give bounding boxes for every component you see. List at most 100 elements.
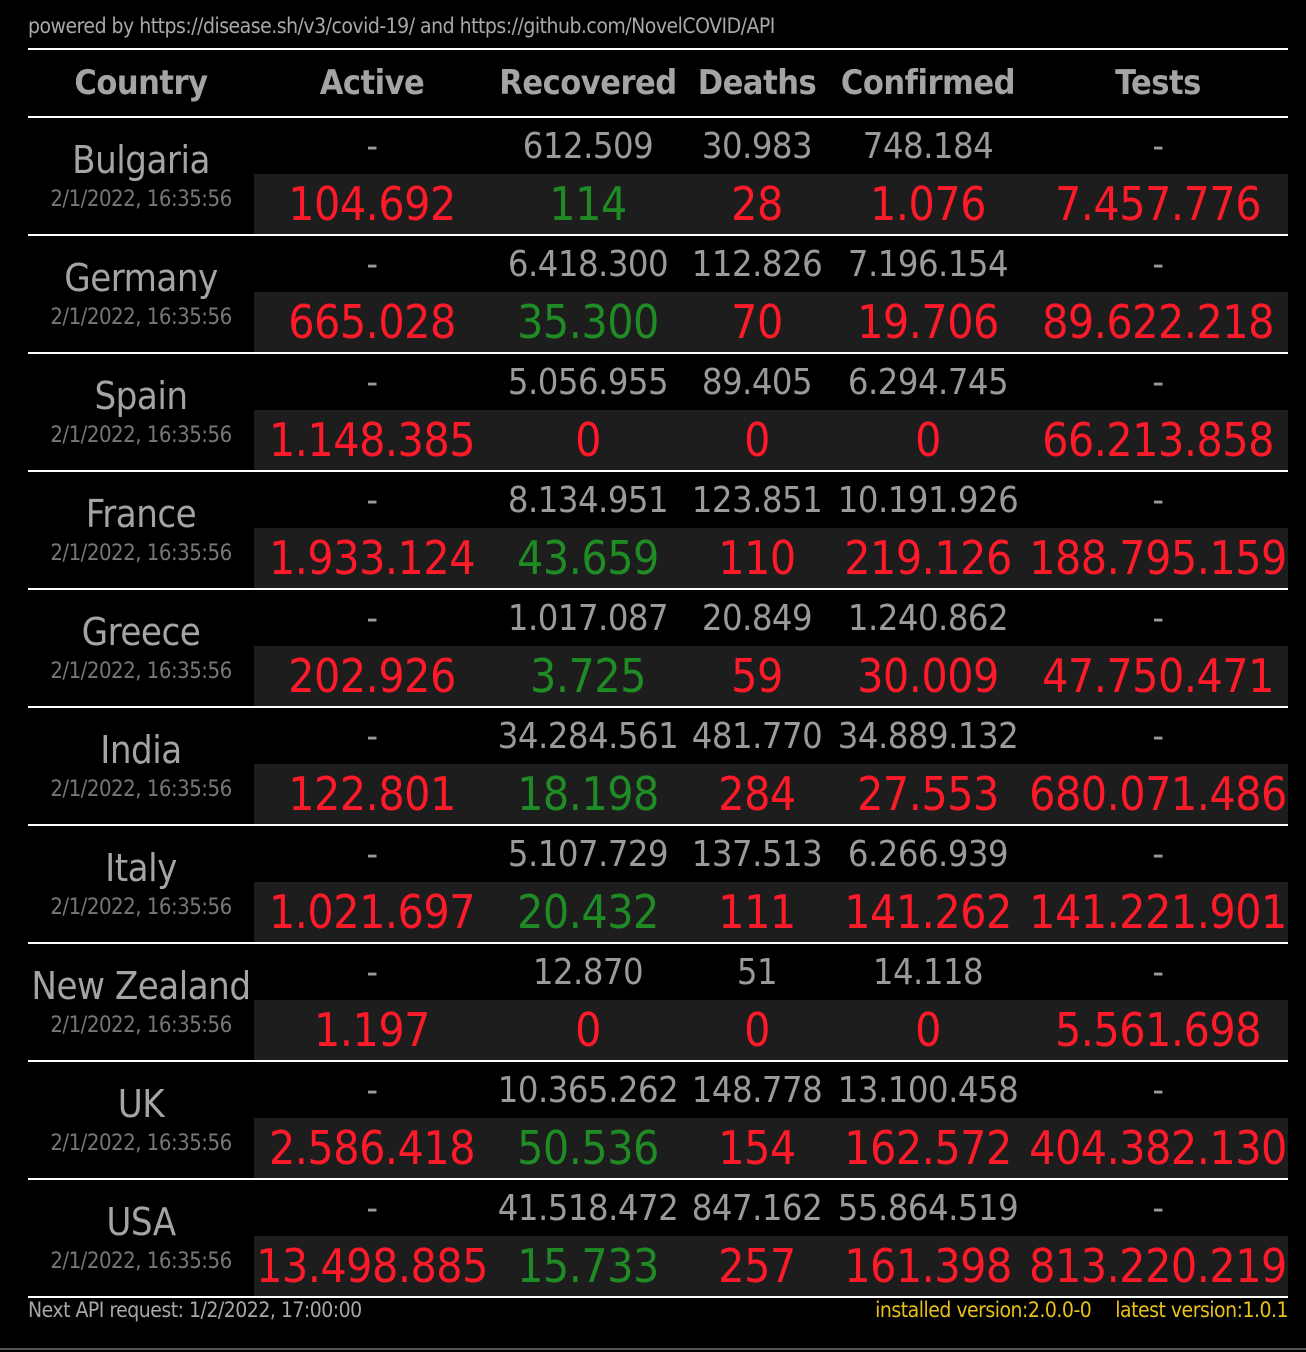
today-confirmed: 219.126: [828, 528, 1028, 589]
total-deaths: 20.849: [701, 597, 813, 639]
total-active: -: [366, 951, 378, 993]
total-tests: -: [1152, 597, 1164, 639]
country-name: India: [100, 728, 182, 772]
total-deaths: 481.770: [691, 715, 823, 757]
country-row-uk-totals: UK 2/1/2022, 16:35:56 - 10.365.262 148.778 13…: [28, 1061, 1288, 1179]
total-confirmed: 13.100.458: [837, 1069, 1019, 1111]
total-recovered: 34.284.561: [497, 715, 679, 757]
today-tests: 47.750.471: [1028, 646, 1288, 707]
installed-version: installed version:2.0.0-0: [875, 1298, 1092, 1322]
last-updated-time: 2/1/2022, 16:35:56: [50, 895, 232, 920]
total-active: -: [366, 715, 378, 757]
last-updated-time: 2/1/2022, 16:35:56: [50, 1131, 232, 1156]
last-updated-time: 2/1/2022, 16:35:56: [50, 423, 232, 448]
today-confirmed: 0: [828, 1000, 1028, 1061]
country-cell: Greece 2/1/2022, 16:35:56: [28, 589, 254, 707]
today-deaths: 59: [686, 646, 828, 707]
total-deaths: 112.826: [691, 243, 823, 285]
total-recovered: 10.365.262: [497, 1069, 679, 1111]
total-confirmed: 10.191.926: [837, 479, 1019, 521]
today-confirmed: 19.706: [828, 292, 1028, 353]
total-deaths: 148.778: [691, 1069, 823, 1111]
last-updated-time: 2/1/2022, 16:35:56: [50, 659, 232, 684]
total-deaths: 123.851: [691, 479, 823, 521]
total-recovered: 5.107.729: [507, 833, 669, 875]
country-cell: New Zealand 2/1/2022, 16:35:56: [28, 943, 254, 1061]
today-active: 665.028: [254, 292, 490, 353]
today-active: 1.197: [254, 1000, 490, 1061]
today-deaths: 257: [686, 1236, 828, 1297]
today-deaths: 284: [686, 764, 828, 825]
today-active: 122.801: [254, 764, 490, 825]
country-row-italy-today: 1.021.697 20.432 111 141.262 141.221.901: [28, 882, 1288, 943]
total-confirmed: 1.240.862: [847, 597, 1009, 639]
today-recovered: 18.198: [490, 764, 686, 825]
today-tests: 188.795.159: [1028, 528, 1288, 589]
country-name: Germany: [64, 256, 218, 300]
today-tests: 89.622.218: [1028, 292, 1288, 353]
country-row-germany-totals: Germany 2/1/2022, 16:35:56 - 6.418.300 112.8…: [28, 235, 1288, 353]
country-row-new-zealand-today: 1.197 0 0 0 5.561.698: [28, 1000, 1288, 1061]
country-cell: USA 2/1/2022, 16:35:56: [28, 1179, 254, 1297]
country-name: Italy: [105, 846, 177, 890]
total-recovered: 8.134.951: [507, 479, 669, 521]
total-deaths: 51: [736, 951, 778, 993]
country-row-spain-today: 1.148.385 0 0 0 66.213.858: [28, 410, 1288, 471]
total-recovered: 1.017.087: [507, 597, 669, 639]
today-tests: 66.213.858: [1028, 410, 1288, 471]
total-tests: -: [1152, 833, 1164, 875]
today-confirmed: 161.398: [828, 1236, 1028, 1297]
total-recovered: 41.518.472: [497, 1187, 679, 1229]
total-recovered: 5.056.955: [507, 361, 669, 403]
total-recovered: 12.870: [532, 951, 644, 993]
column-header-deaths: Deaths: [686, 48, 828, 118]
last-updated-time: 2/1/2022, 16:35:56: [50, 541, 232, 566]
country-row-italy-totals: Italy 2/1/2022, 16:35:56 - 5.107.729 137.513…: [28, 825, 1288, 943]
country-name: Greece: [81, 610, 201, 654]
last-updated-time: 2/1/2022, 16:35:56: [50, 187, 232, 212]
today-deaths: 28: [686, 174, 828, 235]
total-deaths: 847.162: [691, 1187, 823, 1229]
total-tests: -: [1152, 361, 1164, 403]
footer: Next API request: 1/2/2022, 17:00:00 ins…: [28, 1298, 1288, 1328]
total-active: -: [366, 479, 378, 521]
country-name: Bulgaria: [72, 138, 210, 182]
today-active: 104.692: [254, 174, 490, 235]
country-row-greece-totals: Greece 2/1/2022, 16:35:56 - 1.017.087 20.849…: [28, 589, 1288, 707]
today-recovered: 3.725: [490, 646, 686, 707]
total-recovered: 612.509: [522, 125, 654, 167]
total-confirmed: 34.889.132: [837, 715, 1019, 757]
total-active: -: [366, 1069, 378, 1111]
version-info: installed version:2.0.0-0 latest version:…: [875, 1298, 1288, 1322]
total-active: -: [366, 361, 378, 403]
today-deaths: 110: [686, 528, 828, 589]
today-recovered: 0: [490, 1000, 686, 1061]
today-confirmed: 27.553: [828, 764, 1028, 825]
country-name: New Zealand: [31, 964, 251, 1008]
country-row-usa-totals: USA 2/1/2022, 16:35:56 - 41.518.472 847.162 5…: [28, 1179, 1288, 1297]
today-tests: 813.220.219: [1028, 1236, 1288, 1297]
total-active: -: [366, 833, 378, 875]
total-tests: -: [1152, 715, 1164, 757]
today-active: 1.148.385: [254, 410, 490, 471]
total-tests: -: [1152, 951, 1164, 993]
table-body: Bulgaria 2/1/2022, 16:35:56 - 612.509 30.983…: [28, 117, 1288, 1297]
latest-version: latest version:1.0.1: [1115, 1298, 1288, 1322]
column-header-country: Country: [28, 48, 254, 118]
country-row-bulgaria-totals: Bulgaria 2/1/2022, 16:35:56 - 612.509 30.983…: [28, 117, 1288, 235]
total-confirmed: 55.864.519: [837, 1187, 1019, 1229]
today-tests: 404.382.130: [1028, 1118, 1288, 1179]
total-tests: -: [1152, 1187, 1164, 1229]
today-recovered: 43.659: [490, 528, 686, 589]
total-confirmed: 748.184: [862, 125, 994, 167]
country-name: USA: [106, 1200, 176, 1244]
country-row-greece-today: 202.926 3.725 59 30.009 47.750.471: [28, 646, 1288, 707]
today-recovered: 0: [490, 410, 686, 471]
total-recovered: 6.418.300: [507, 243, 669, 285]
next-api-request: Next API request: 1/2/2022, 17:00:00: [28, 1298, 362, 1322]
column-header-confirmed: Confirmed: [828, 48, 1028, 118]
column-header-recovered: Recovered: [490, 48, 686, 118]
total-tests: -: [1152, 479, 1164, 521]
today-confirmed: 162.572: [828, 1118, 1028, 1179]
